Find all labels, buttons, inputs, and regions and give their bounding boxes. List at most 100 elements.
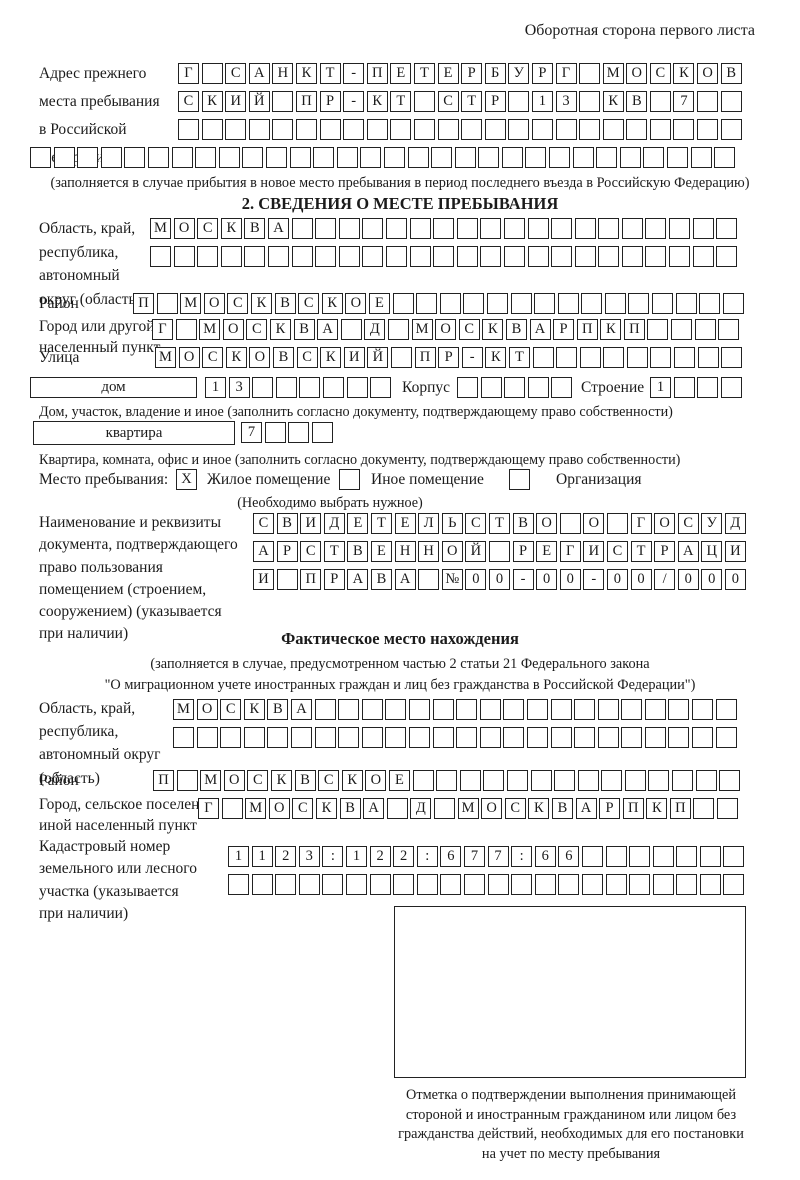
char-cell[interactable] — [433, 246, 455, 267]
char-cell[interactable] — [416, 293, 438, 314]
char-cell[interactable]: К — [482, 319, 504, 340]
char-cell[interactable]: Р — [319, 91, 341, 112]
char-cell[interactable] — [645, 218, 667, 239]
char-cell[interactable]: В — [347, 541, 369, 562]
char-cell[interactable] — [248, 119, 270, 140]
char-cell[interactable]: 0 — [630, 569, 652, 590]
char-cell[interactable]: 7 — [487, 846, 509, 867]
char-cell[interactable] — [150, 246, 171, 267]
char-cell[interactable]: В — [720, 63, 742, 84]
char-cell[interactable]: Е — [536, 541, 558, 562]
char-cell[interactable] — [272, 91, 294, 112]
char-cell[interactable]: О — [223, 770, 245, 791]
char-cell[interactable] — [574, 699, 596, 720]
char-cell[interactable] — [598, 246, 620, 267]
char-cell[interactable]: - — [343, 91, 365, 112]
char-cell[interactable]: 2 — [393, 846, 415, 867]
char-cell[interactable]: С — [296, 347, 318, 368]
char-cell[interactable] — [147, 147, 169, 168]
char-cell[interactable] — [558, 874, 580, 895]
char-cell[interactable]: П — [366, 63, 388, 84]
char-cell[interactable]: Г — [152, 319, 173, 340]
char-cell[interactable]: П — [414, 347, 436, 368]
char-cell[interactable]: О — [626, 63, 648, 84]
char-cell[interactable]: К — [315, 798, 337, 819]
char-cell[interactable] — [487, 874, 509, 895]
char-cell[interactable]: В — [244, 218, 266, 239]
char-cell[interactable]: М — [150, 218, 171, 239]
char-cell[interactable] — [530, 770, 552, 791]
char-cell[interactable] — [668, 699, 690, 720]
char-cell[interactable]: А — [529, 319, 551, 340]
char-cell[interactable] — [315, 218, 337, 239]
prev-address-row-3[interactable] — [178, 119, 742, 140]
char-cell[interactable]: Й — [248, 91, 270, 112]
char-cell[interactable] — [597, 727, 619, 748]
char-cell[interactable]: О — [435, 319, 457, 340]
char-cell[interactable] — [30, 147, 51, 168]
char-cell[interactable] — [581, 293, 603, 314]
char-cell[interactable] — [559, 513, 581, 534]
char-cell[interactable]: - — [512, 569, 534, 590]
char-cell[interactable] — [693, 798, 715, 819]
char-cell[interactable] — [393, 874, 415, 895]
char-cell[interactable]: О — [481, 798, 503, 819]
char-cell[interactable]: Д — [724, 513, 746, 534]
char-cell[interactable] — [652, 293, 674, 314]
char-cell[interactable]: К — [220, 218, 242, 239]
char-cell[interactable]: И — [253, 569, 274, 590]
char-cell[interactable]: О — [249, 347, 271, 368]
char-cell[interactable]: П — [300, 569, 322, 590]
char-cell[interactable] — [694, 319, 716, 340]
char-cell[interactable]: № — [441, 569, 463, 590]
char-cell[interactable] — [574, 218, 596, 239]
char-cell[interactable] — [715, 699, 737, 720]
char-cell[interactable]: Р — [484, 91, 506, 112]
char-cell[interactable]: Т — [370, 513, 392, 534]
char-cell[interactable] — [201, 119, 223, 140]
char-cell[interactable] — [220, 246, 242, 267]
char-cell[interactable] — [195, 147, 217, 168]
char-cell[interactable] — [413, 119, 435, 140]
char-cell[interactable]: Т — [323, 541, 345, 562]
char-cell[interactable] — [454, 147, 476, 168]
char-cell[interactable]: Р — [276, 541, 298, 562]
char-cell[interactable] — [385, 246, 407, 267]
char-cell[interactable] — [506, 770, 528, 791]
char-cell[interactable]: П — [576, 319, 598, 340]
char-cell[interactable] — [551, 246, 573, 267]
char-cell[interactable]: В — [370, 569, 392, 590]
char-cell[interactable] — [643, 147, 665, 168]
char-cell[interactable] — [338, 218, 360, 239]
char-cell[interactable] — [361, 727, 383, 748]
char-cell[interactable] — [196, 727, 218, 748]
char-cell[interactable]: 1 — [251, 846, 273, 867]
char-cell[interactable]: К — [250, 293, 272, 314]
char-cell[interactable] — [409, 246, 431, 267]
char-cell[interactable]: С — [227, 293, 249, 314]
char-cell[interactable]: М — [199, 319, 221, 340]
char-cell[interactable]: С — [649, 63, 671, 84]
char-cell[interactable]: 3 — [298, 846, 320, 867]
char-cell[interactable]: - — [583, 569, 605, 590]
char-cell[interactable]: О — [178, 347, 200, 368]
char-cell[interactable] — [572, 147, 594, 168]
char-cell[interactable] — [362, 246, 384, 267]
char-cell[interactable]: : — [511, 846, 533, 867]
char-cell[interactable]: В — [274, 293, 296, 314]
char-cell[interactable] — [298, 874, 320, 895]
char-cell[interactable]: 0 — [606, 569, 628, 590]
char-cell[interactable]: В — [276, 513, 298, 534]
char-cell[interactable] — [178, 119, 199, 140]
char-cell[interactable]: К — [528, 798, 550, 819]
char-cell[interactable] — [606, 513, 628, 534]
char-cell[interactable]: С — [292, 798, 314, 819]
char-cell[interactable]: П — [295, 91, 317, 112]
char-cell[interactable] — [456, 246, 478, 267]
char-cell[interactable] — [626, 119, 648, 140]
char-cell[interactable]: К — [320, 347, 342, 368]
char-cell[interactable] — [463, 874, 485, 895]
